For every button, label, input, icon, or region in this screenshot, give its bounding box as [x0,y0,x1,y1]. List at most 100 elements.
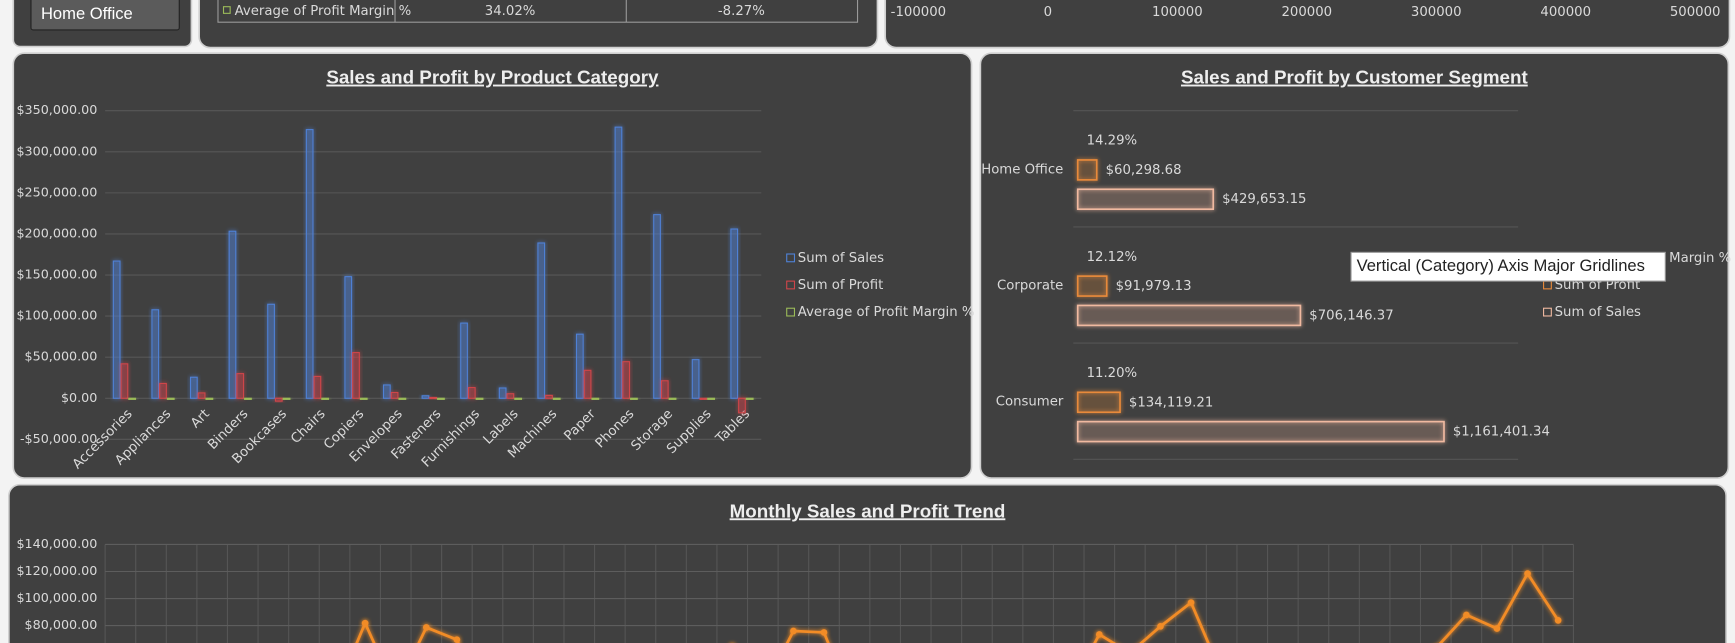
legend-key [786,280,796,290]
bar [537,242,546,399]
bar [421,395,430,399]
y-tick-label: Consumer [996,395,1064,410]
bar [1076,391,1121,414]
bar [1076,420,1445,443]
bar [390,391,399,399]
data-label: $706,146.37 [1309,308,1393,323]
overlay: Vertical (Category) Axis Major Gridlines [1350,251,1666,282]
chart-panel [8,483,1727,643]
y-tick-label: $300,000.00 [16,143,97,158]
y-tick-label: $0.00 [61,390,97,405]
bar [112,260,121,399]
slicer-item[interactable]: Home Office [41,4,133,23]
bar [514,397,523,400]
bar [120,363,129,399]
data-label: 14.29% [1087,134,1138,149]
point [361,619,369,627]
data-label: 11.20% [1087,366,1138,381]
y-tick-label: $250,000.00 [16,184,97,199]
data-label: $60,298.68 [1106,163,1182,178]
bar [382,384,391,399]
y-tick-label: Home Office [981,162,1063,177]
bar [205,397,214,400]
slicer-button[interactable] [30,0,180,31]
bar [267,303,275,399]
data-label: 12.12% [1087,250,1138,265]
bar [228,230,237,399]
bar [622,361,631,399]
bar [506,393,515,399]
bar [552,397,561,400]
chart-title: Sales and Profit by Customer Segment [1181,67,1529,88]
point [422,624,430,631]
bar [738,397,746,414]
x-tick-label: 400000 [1540,5,1591,20]
bar [691,359,700,399]
plot-area [104,543,1575,643]
pivot-cell: 34.02% [485,4,536,19]
legend-label: Sum of Sales [1555,305,1641,320]
bar [359,397,368,400]
bar [1076,159,1098,181]
bar [707,397,715,400]
y-tick-label: $100,000.00 [16,308,97,323]
bar [282,397,291,400]
bar [166,397,175,400]
bar [614,126,623,399]
bar [460,322,468,399]
bar [467,387,476,399]
chart-title: Monthly Sales and Profit Trend [730,500,1006,521]
pivot-panel [198,0,879,49]
bar [630,397,638,400]
y-tick-label: $120,000.00 [16,563,97,578]
bar [313,375,322,399]
bar [1076,304,1302,327]
bar [591,397,600,400]
point [1554,617,1562,624]
bar [305,129,314,399]
y-tick-label: Corporate [997,279,1063,294]
pivot-cell: -8.27% [718,4,765,19]
chart-panel [884,0,1731,49]
bar [189,376,198,399]
data-label: $429,653.15 [1222,192,1306,207]
point [1493,625,1501,632]
bar [429,396,438,400]
point [1157,623,1164,630]
data-label: $134,119.21 [1129,395,1213,410]
point [1524,570,1531,577]
legend-key [786,307,796,317]
legend-label: Sum of Profit [798,278,884,293]
y-tick-label: $100,000.00 [16,590,97,605]
chart-layer: -$50,000.00 $0.00 $50,000.00 $100,000.00 $15… [16,5,1731,643]
bar [344,276,353,399]
bar [197,392,206,399]
bar [1076,188,1215,211]
legend-key [222,6,231,14]
point [820,629,828,636]
bar [745,397,754,400]
point [1463,611,1470,619]
bar [321,397,330,400]
x-tick-label: -100000 [891,5,946,20]
point [1187,599,1195,606]
bar [236,373,245,399]
bar [352,352,360,399]
bar [575,333,584,399]
line [355,570,1560,643]
bar [498,387,507,399]
x-tick-label: 300000 [1411,5,1462,20]
data-label: $1,161,401.34 [1453,425,1550,440]
bar [653,214,661,399]
y-tick-label: $140,000.00 [16,536,97,551]
bar [660,380,669,399]
bar [274,397,283,402]
bar [437,397,445,400]
bar [668,397,677,400]
tooltip: Vertical (Category) Axis Major Gridlines [1357,256,1645,275]
y-tick-label: -$50,000.00 [20,431,97,446]
point [1095,631,1103,638]
bar [699,397,708,400]
y-tick-label: $150,000.00 [16,267,97,282]
point [453,636,461,643]
